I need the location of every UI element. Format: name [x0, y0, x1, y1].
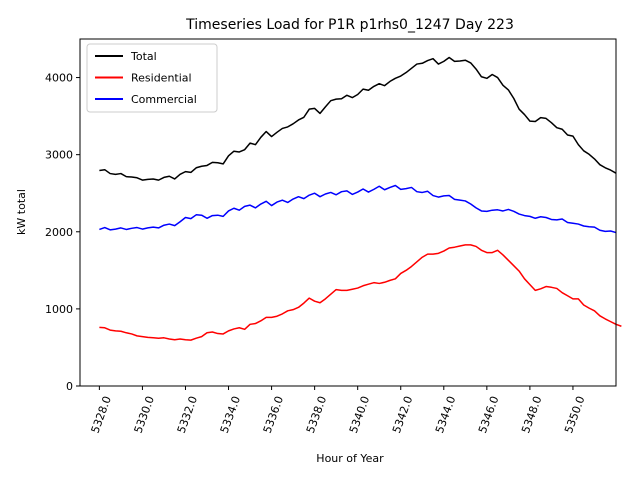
x-tick-label: 5350.0: [562, 394, 587, 435]
x-tick-label: 5340.0: [347, 394, 372, 435]
legend-label-residential: Residential: [131, 72, 192, 85]
series-layer: [99, 56, 622, 341]
x-tick-label: 5344.0: [433, 394, 458, 435]
series-line-residential: [99, 244, 622, 341]
x-tick-label: 5336.0: [261, 394, 286, 435]
x-tick-label: 5346.0: [476, 394, 501, 435]
x-tick-label: 5348.0: [519, 394, 544, 435]
y-tick-label: 0: [66, 380, 73, 393]
x-axis-label: Hour of Year: [316, 452, 384, 465]
legend-label-total: Total: [130, 50, 157, 63]
legend-box: [86, 43, 218, 113]
x-tick-label: 5328.0: [89, 394, 114, 435]
series-line-total: [99, 56, 617, 181]
legend-label-commercial: Commercial: [131, 93, 197, 106]
x-tick-label: 5332.0: [175, 394, 200, 435]
y-tick-label: 1000: [45, 303, 73, 316]
x-tick-label: 5334.0: [218, 394, 243, 435]
y-axis-label: kW total: [15, 189, 28, 235]
series-line-commercial: [99, 184, 617, 234]
y-tick-label: 3000: [45, 149, 73, 162]
x-axis-ticks: 5328.0 5330.0 5332.0 5334.0 5336.0 5338.0 5340…: [89, 386, 588, 435]
x-tick-label: 5342.0: [390, 394, 415, 435]
legend: Total Residential Commercial: [86, 43, 218, 113]
y-tick-label: 4000: [45, 72, 73, 85]
x-tick-label: 5330.0: [132, 394, 157, 435]
y-tick-label: 2000: [45, 226, 73, 239]
y-axis-ticks: 0 1000 2000 3000 4000: [45, 72, 80, 393]
x-tick-label: 5338.0: [304, 394, 329, 435]
chart-title: Timeseries Load for P1R p1rhs0_1247 Day …: [185, 17, 514, 33]
plot-frame: [79, 38, 617, 387]
